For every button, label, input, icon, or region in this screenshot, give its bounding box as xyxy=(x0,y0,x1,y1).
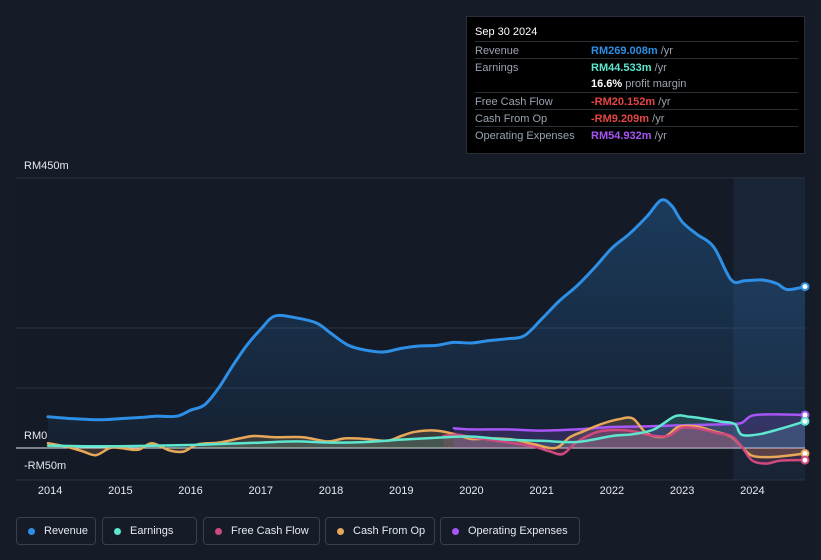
series-area-free-cash-flow xyxy=(443,427,805,464)
x-tick-label: 2018 xyxy=(318,485,344,497)
tooltip-label: Operating Expenses xyxy=(475,130,575,142)
tooltip-row-cash-from-op: Cash From Op -RM9.209m /yr xyxy=(475,109,798,127)
tooltip-label: Cash From Op xyxy=(475,113,548,125)
legend-item-earnings[interactable]: Earnings xyxy=(102,517,197,545)
legend-dot-icon xyxy=(337,528,344,535)
series-endpoint-revenue xyxy=(800,282,810,292)
x-tick-label: 2022 xyxy=(599,485,625,497)
series-area-revenue xyxy=(48,199,805,448)
x-tick-label: 2016 xyxy=(178,485,203,497)
legend-label: Earnings xyxy=(130,525,174,537)
tooltip-value: -RM20.152m /yr xyxy=(591,96,671,108)
series-line-earnings xyxy=(46,414,807,448)
x-tick-label: 2024 xyxy=(740,485,765,497)
legend-dot-icon xyxy=(114,528,121,535)
legend-item-revenue[interactable]: Revenue xyxy=(16,517,96,545)
series-line-operating-expenses xyxy=(452,413,807,432)
series-line-cash-from-op xyxy=(46,416,807,459)
x-tick-label: 2021 xyxy=(529,485,554,497)
tooltip-label: Free Cash Flow xyxy=(475,96,553,108)
tooltip-value: RM54.932m /yr xyxy=(591,130,667,142)
legend-item-free-cash-flow[interactable]: Free Cash Flow xyxy=(203,517,320,545)
legend-dot-icon xyxy=(452,528,459,535)
x-tick-label: 2017 xyxy=(248,485,274,497)
series-endpoint-earnings xyxy=(800,416,810,426)
tooltip-row-earnings: Earnings RM44.533m /yr xyxy=(475,58,798,76)
y-label-zero: RM0 xyxy=(24,430,48,442)
legend-label: Operating Expenses xyxy=(468,525,568,537)
tooltip-row-operating-expenses: Operating Expenses RM54.932m /yr xyxy=(475,126,798,144)
legend-dot-icon xyxy=(28,528,35,535)
tooltip-value: -RM9.209m /yr xyxy=(591,113,665,125)
tooltip-value: RM44.533m /yr xyxy=(591,62,667,74)
legend-item-cash-from-op[interactable]: Cash From Op xyxy=(325,517,435,545)
x-tick-label: 2023 xyxy=(669,485,695,497)
tooltip-row-profit-margin: 16.6% profit margin xyxy=(475,75,798,92)
series-line-revenue xyxy=(46,198,807,422)
series-endpoint-free-cash-flow xyxy=(800,455,810,465)
y-label-max: RM450m xyxy=(24,160,69,172)
legend-label: Free Cash Flow xyxy=(231,525,309,537)
tooltip-label: Revenue xyxy=(475,45,520,57)
tooltip-value: 16.6% profit margin xyxy=(591,78,687,90)
legend-label: Revenue xyxy=(44,525,89,537)
data-tooltip: Sep 30 2024 Revenue RM269.008m /yr Earni… xyxy=(466,16,805,154)
legend-dot-icon xyxy=(215,528,222,535)
tooltip-label: Earnings xyxy=(475,62,519,74)
y-label-min: -RM50m xyxy=(24,460,67,472)
x-tick-label: 2019 xyxy=(388,485,414,497)
legend-item-operating-expenses[interactable]: Operating Expenses xyxy=(440,517,580,545)
tooltip-row-free-cash-flow: Free Cash Flow -RM20.152m /yr xyxy=(475,92,798,110)
x-tick-label: 2015 xyxy=(108,485,133,497)
tooltip-row-revenue: Revenue RM269.008m /yr xyxy=(475,41,798,59)
x-tick-label: 2020 xyxy=(459,485,484,497)
series-line-free-cash-flow xyxy=(442,425,807,465)
legend-label: Cash From Op xyxy=(353,525,426,537)
x-tick-label: 2014 xyxy=(37,485,63,497)
tooltip-value: RM269.008m /yr xyxy=(591,45,673,57)
series-area-earnings xyxy=(48,415,805,448)
tooltip-date: Sep 30 2024 xyxy=(475,26,538,38)
